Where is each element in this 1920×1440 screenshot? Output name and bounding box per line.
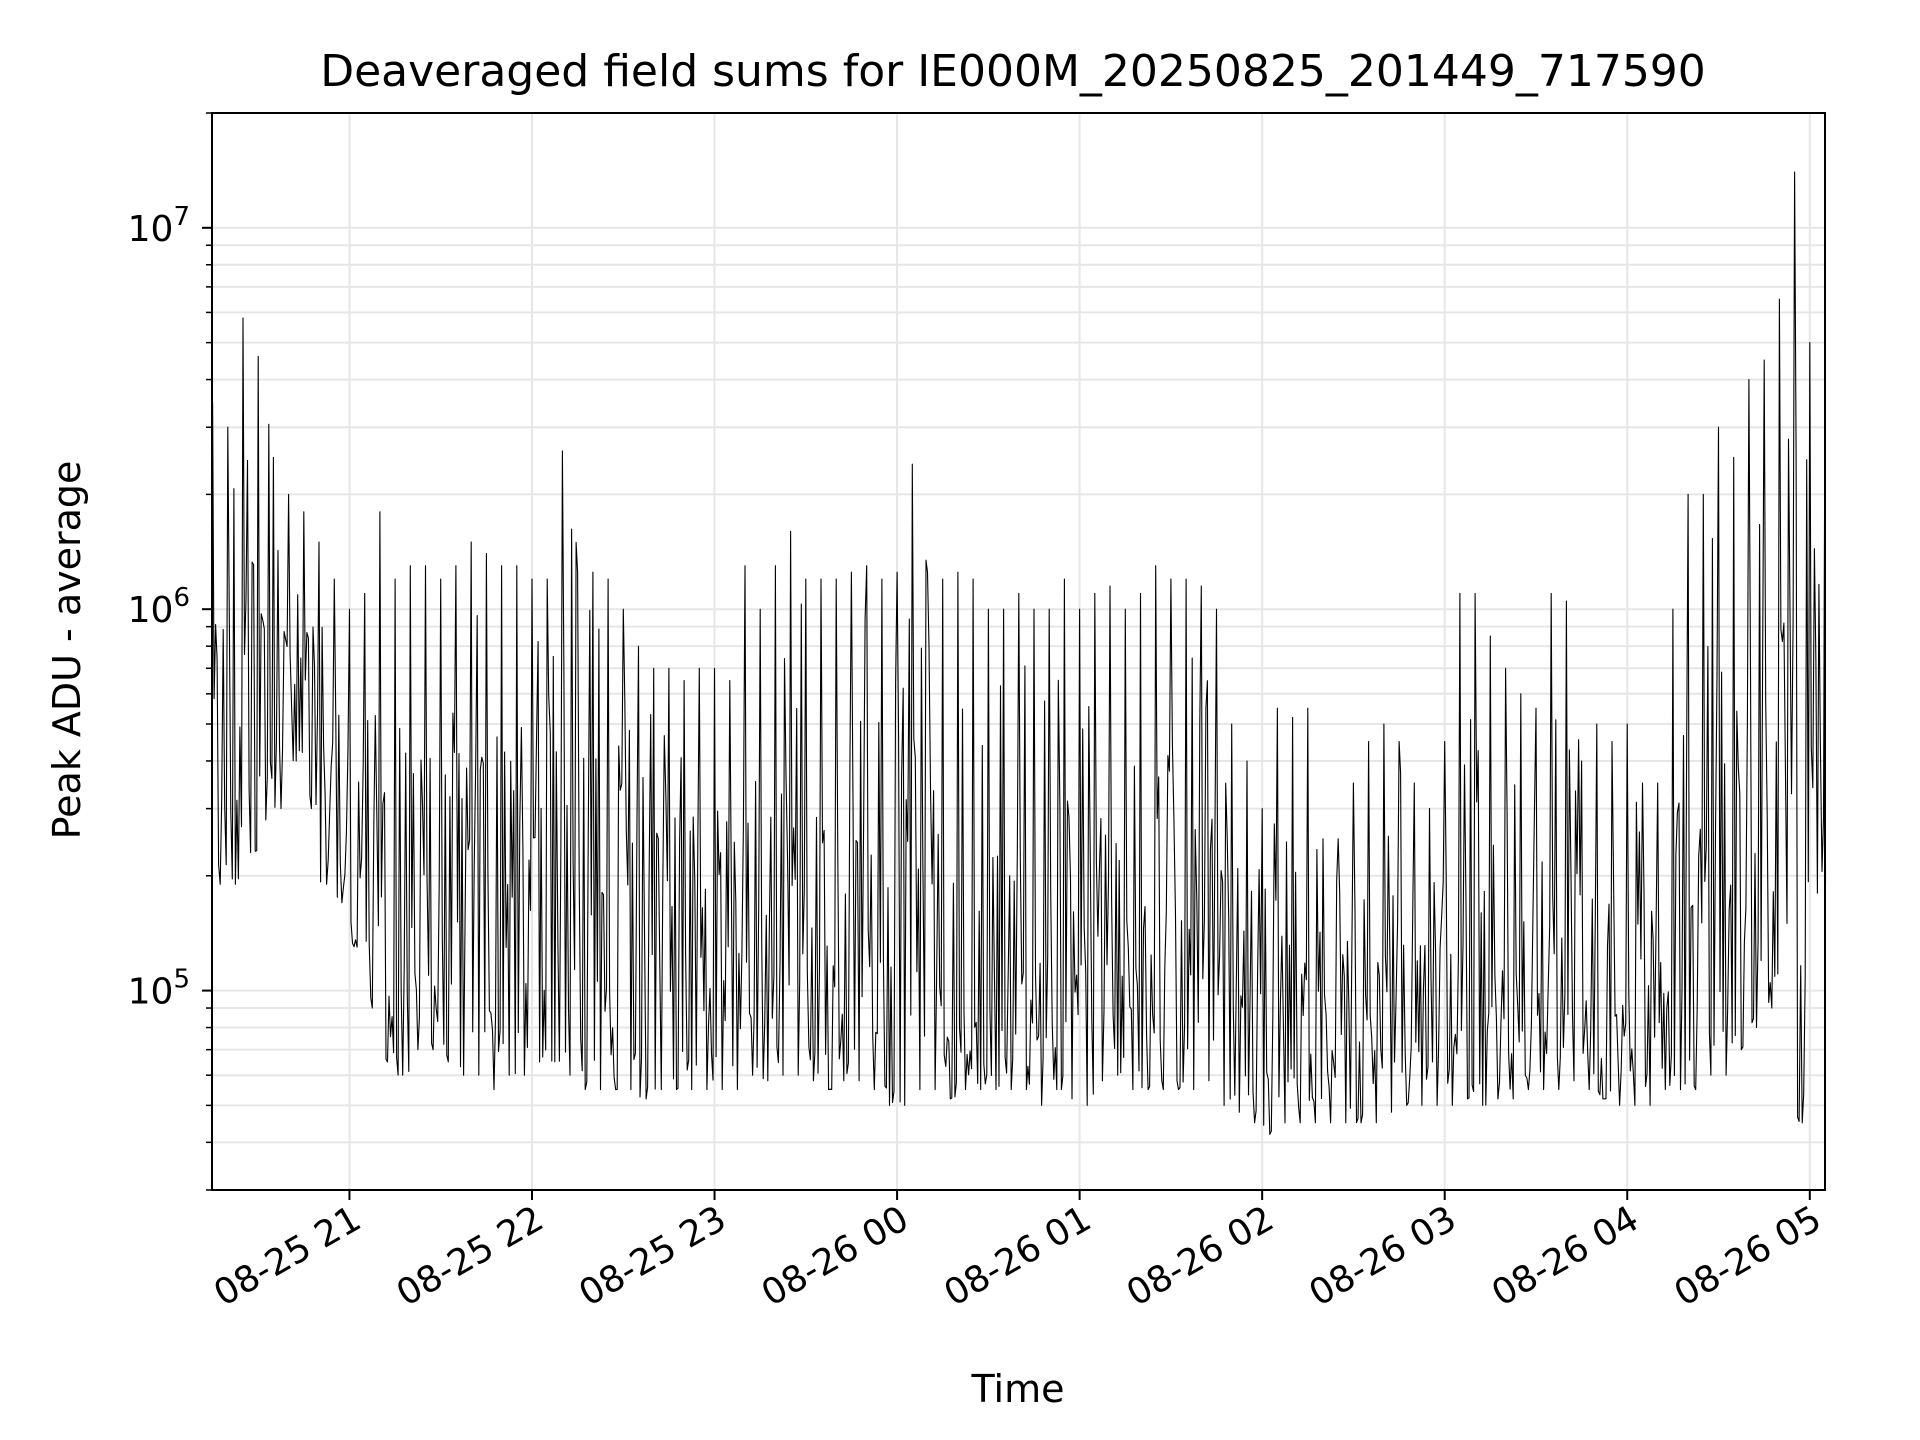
y-tick-label-exponent: 7 (173, 202, 190, 232)
y-tick-label: 106 (128, 583, 190, 631)
x-tick-label: 08-25 22 (390, 1198, 551, 1314)
x-tick-label: 08-26 04 (1485, 1198, 1646, 1314)
y-tick-label-base: 10 (128, 590, 174, 631)
x-axis-label: Time (971, 1367, 1065, 1411)
y-tick-label: 107 (128, 202, 190, 250)
x-tick-label: 08-25 21 (207, 1198, 368, 1314)
y-tick-label-base: 10 (128, 209, 174, 250)
y-tick-label: 105 (128, 965, 190, 1013)
x-axis-ticks: 08-25 21 08-25 22 08-25 23 08-26 00 08-26 01… (207, 1190, 1828, 1315)
x-tick-label: 08-25 23 (572, 1198, 733, 1314)
plot-frame (211, 112, 1826, 1191)
x-tick-label: 08-26 03 (1303, 1198, 1464, 1314)
series-line (212, 171, 1827, 1135)
y-axis-label: Peak ADU - average (45, 461, 89, 840)
chart-title: Deaveraged field sums for IE000M_2025082… (320, 46, 1706, 97)
x-tick-label: 08-26 02 (1120, 1198, 1281, 1314)
x-tick-label: 08-26 05 (1668, 1198, 1829, 1314)
y-tick-label-exponent: 5 (173, 965, 190, 995)
data-series-line (212, 171, 1827, 1135)
x-tick-label: 08-26 00 (755, 1198, 916, 1314)
x-tick-label: 08-26 01 (937, 1198, 1098, 1314)
y-tick-label-exponent: 6 (173, 583, 190, 613)
y-tick-label-base: 10 (128, 972, 174, 1013)
